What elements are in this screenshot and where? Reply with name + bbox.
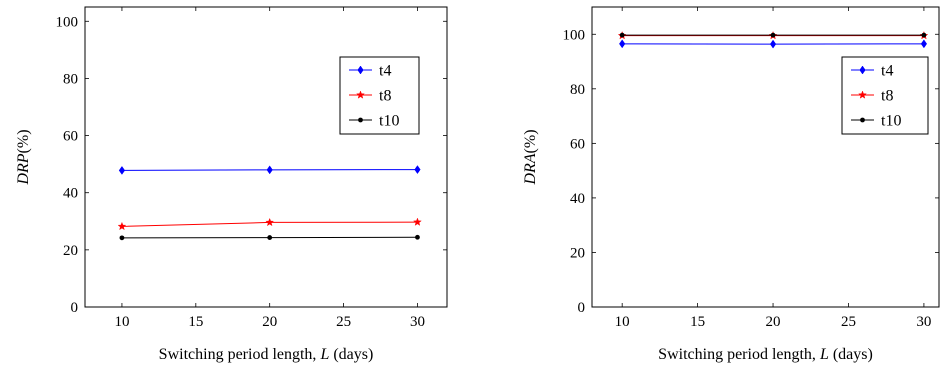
x-axis-label-part: L [319,346,329,363]
series-t8 [117,217,422,231]
y-axis-label-part: (%) [522,129,539,153]
y-axis-label: DRA(%) [522,129,539,185]
data-point [267,235,273,240]
x-tick-label: 25 [336,314,351,330]
legend-marker [859,65,866,75]
legend: t4 t8 t10 [841,56,929,135]
series-t10 [119,234,420,241]
legend-entry-t10: t10 [851,113,901,130]
y-tick-label: 100 [563,27,586,43]
data-point [117,221,127,231]
y-tick-label: 80 [570,82,585,98]
y-tick-label: 40 [570,191,585,207]
legend-label: t8 [881,88,893,105]
y-tick-label: 20 [570,245,585,261]
plot-frame [84,6,448,308]
x-axis-label: Switching period length, L (days) [658,346,873,363]
legend-entry-t10: t10 [349,113,399,130]
data-point [415,234,420,240]
x-axis-label-part: Switching period length, [658,346,820,363]
x-axis-label-part: L [819,346,829,363]
legend-entry-t8: t8 [851,88,893,105]
x-tick-label: 15 [690,314,705,330]
data-point [619,32,625,38]
plot-frame [591,6,940,308]
legend-marker [357,65,364,75]
data-point [414,165,421,175]
legend-label: t8 [379,88,391,105]
legend-label: t10 [881,113,901,130]
x-tick-label: 25 [841,314,856,330]
data-point [266,165,273,175]
x-tick-label: 10 [114,314,129,330]
y-tick-label: 40 [63,186,78,202]
x-tick-label: 20 [262,314,277,330]
x-tick-label: 30 [916,314,931,330]
y-axis-label: DRP(%) [15,129,32,185]
data-point [619,39,626,49]
data-point [769,39,777,49]
y-tick-label: 0 [578,300,586,316]
legend-label: t10 [379,113,399,130]
legend-marker [858,90,867,99]
y-axis-label-part: (%) [15,129,32,153]
data-point [770,32,776,38]
legend-entry-t4: t4 [851,63,893,80]
y-tick-label: 80 [63,71,78,87]
x-tick-label: 10 [615,314,630,330]
legend-label: t4 [379,63,391,80]
data-point [265,217,275,227]
y-axis-label-part: DRP [15,153,32,185]
series-t10 [619,32,927,38]
x-axis-label: Switching period length, L (days) [159,346,374,363]
x-tick-label: 15 [188,314,203,330]
y-axis-label-part: DRA [522,153,539,185]
legend-entry-t8: t8 [349,88,391,105]
y-tick-label: 60 [570,136,585,152]
legend: t4 t8 t10 [339,56,420,135]
x-axis-label-part: (days) [829,346,873,363]
y-tick-label: 0 [71,300,79,316]
legend-marker [860,117,865,123]
legend-entry-t4: t4 [349,63,391,80]
data-point [413,217,422,226]
chart-panel-1: 10 15 20 25 30 0 20 40 60 80 100 Switching period l… [15,6,448,363]
series-t4 [619,39,928,49]
x-tick-label: 20 [766,314,781,330]
x-axis-label-part: (days) [329,346,373,363]
data-point [118,165,126,175]
y-tick-label: 20 [63,243,78,259]
series-t4 [118,165,421,175]
y-tick-label: 60 [63,129,78,145]
y-tick-label: 100 [56,14,79,30]
legend-marker [358,117,363,123]
data-point [119,235,125,241]
chart-panel-2: 10 15 20 25 30 0 20 40 60 80 100 Switching period l… [522,6,940,363]
data-point [920,39,928,49]
x-tick-label: 30 [410,314,425,330]
legend-label: t4 [881,63,893,80]
data-point [921,32,927,38]
x-axis-label-part: Switching period length, [159,346,321,363]
legend-marker [356,90,365,99]
